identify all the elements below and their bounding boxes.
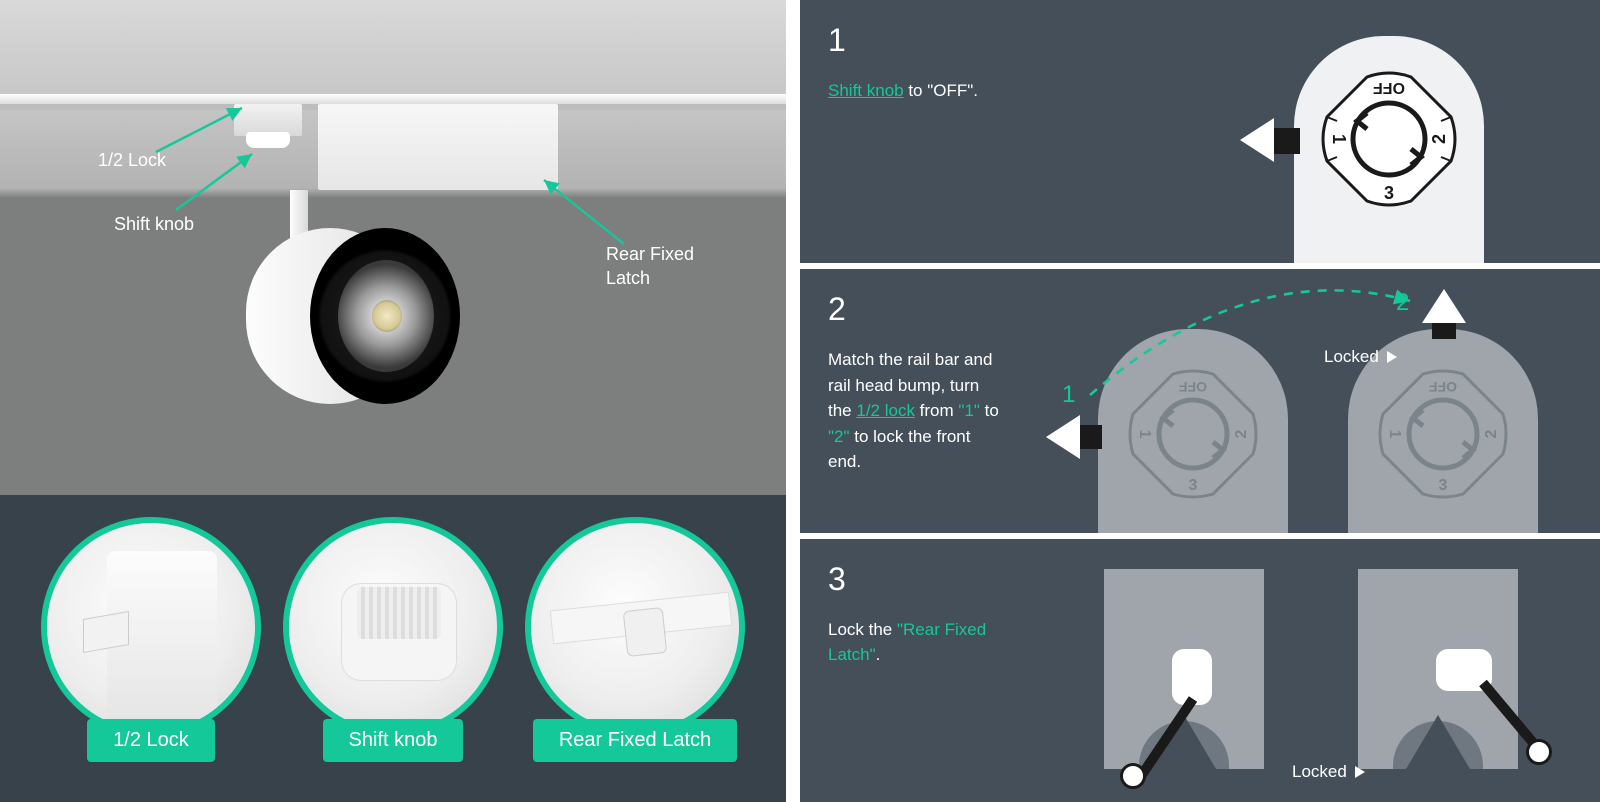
thumb-circle xyxy=(525,517,745,737)
label-rear-latch-2: Latch xyxy=(606,268,650,289)
thumb-badge: Rear Fixed Latch xyxy=(533,719,737,762)
thumb-badge: Shift knob xyxy=(323,719,464,762)
svg-text:1: 1 xyxy=(1136,430,1153,439)
pointer-state-1 xyxy=(1046,415,1080,459)
pointer-icon xyxy=(1240,118,1274,162)
svg-text:OFF: OFF xyxy=(1179,379,1207,395)
link-shift-knob[interactable]: Shift knob xyxy=(828,81,904,100)
svg-text:1: 1 xyxy=(1329,134,1349,144)
thumb-badge: 1/2 Lock xyxy=(87,719,215,762)
left-panel: 1/2 Lock Shift knob Rear Fixed Latch 1/2… xyxy=(0,0,786,802)
dial-diagram: OFF 1 2 3 xyxy=(1302,52,1476,226)
label-half-lock: 1/2 Lock xyxy=(98,150,166,171)
svg-text:3: 3 xyxy=(1384,183,1394,203)
label-rear-latch-1: Rear Fixed xyxy=(606,244,694,265)
arrow-shift-knob xyxy=(170,148,270,218)
pointer-stub xyxy=(1270,128,1300,154)
step-text: Shift knob to "OFF". xyxy=(828,78,978,104)
thumb-circle xyxy=(41,517,261,737)
step-text: Lock the "Rear Fixed Latch". xyxy=(828,617,986,668)
svg-text:3: 3 xyxy=(1439,477,1448,494)
latch-ball xyxy=(1120,763,1146,789)
thumb-half-lock: 1/2 Lock xyxy=(41,517,261,762)
thumb-circle xyxy=(283,517,503,737)
step-text: Match the rail bar and rail head bump, t… xyxy=(828,347,999,475)
svg-text:OFF: OFF xyxy=(1429,379,1457,395)
svg-text:2: 2 xyxy=(1483,430,1500,439)
link-half-lock[interactable]: 1/2 lock xyxy=(856,401,915,420)
dial-a: OFF 1 2 3 xyxy=(1106,347,1280,521)
label-shift-knob: Shift knob xyxy=(114,214,194,235)
play-icon xyxy=(1355,766,1365,778)
marker-1: 1 xyxy=(1062,381,1075,409)
thumb-shift-knob: Shift knob xyxy=(283,517,503,762)
step-2: 2 Match the rail bar and rail head bump,… xyxy=(800,269,1600,532)
right-panel: 1 Shift knob to "OFF". OFF 1 2 3 xyxy=(800,0,1600,802)
step-number: 3 xyxy=(828,561,846,598)
svg-text:2: 2 xyxy=(1233,430,1250,439)
step-number: 2 xyxy=(828,291,846,328)
step-1: 1 Shift knob to "OFF". OFF 1 2 3 xyxy=(800,0,1600,263)
latch-ball xyxy=(1526,739,1552,765)
svg-text:OFF: OFF xyxy=(1373,79,1405,96)
arrow-rear-latch xyxy=(534,174,634,254)
locked-label: Locked xyxy=(1292,762,1365,782)
step-3: 3 Lock the "Rear Fixed Latch". Locked xyxy=(800,539,1600,802)
thumbnail-row: 1/2 Lock Shift knob Rear Fixed Latch xyxy=(0,517,786,762)
latch-knob xyxy=(1172,649,1212,705)
svg-text:3: 3 xyxy=(1189,477,1198,494)
step-number: 1 xyxy=(828,22,846,59)
svg-text:1: 1 xyxy=(1386,430,1403,439)
thumb-rear-latch: Rear Fixed Latch xyxy=(525,517,745,762)
dial-b: OFF 1 2 3 xyxy=(1356,347,1530,521)
product-render: 1/2 Lock Shift knob Rear Fixed Latch xyxy=(0,0,786,495)
svg-text:2: 2 xyxy=(1429,134,1449,144)
